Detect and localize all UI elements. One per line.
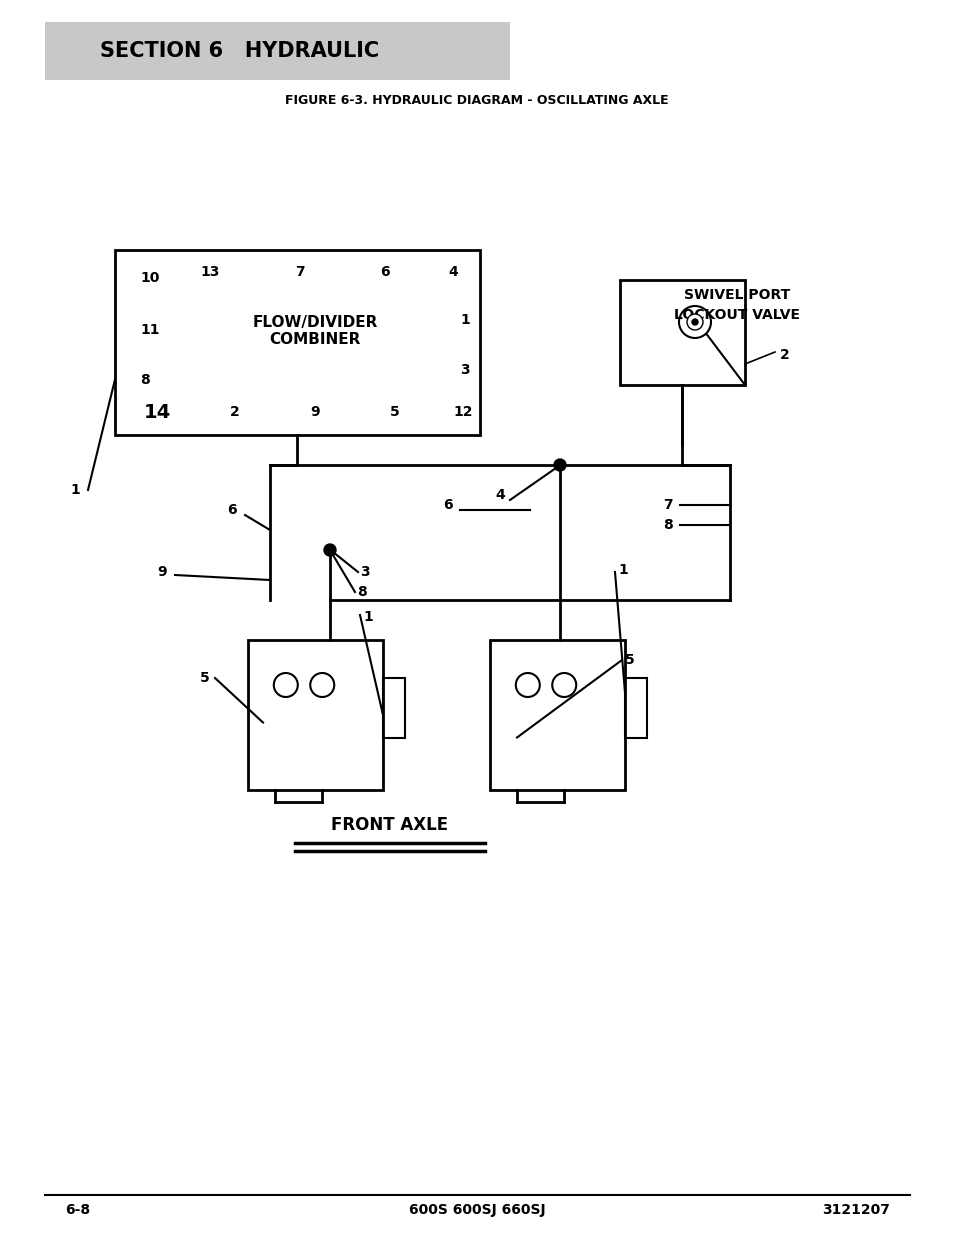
Text: 1: 1 (363, 610, 373, 624)
Text: COMBINER: COMBINER (269, 332, 360, 347)
Text: 8: 8 (356, 585, 367, 599)
Bar (45, 22, 510, 80)
Text: SECTION 6   HYDRAULIC: SECTION 6 HYDRAULIC (100, 41, 378, 61)
Text: FRONT AXLE: FRONT AXLE (331, 816, 448, 834)
Text: 8: 8 (662, 517, 672, 532)
Text: 1: 1 (71, 483, 80, 496)
Bar (624, 678, 646, 737)
Circle shape (691, 319, 698, 325)
Text: 9: 9 (310, 405, 319, 419)
Text: FIGURE 6-3. HYDRAULIC DIAGRAM - OSCILLATING AXLE: FIGURE 6-3. HYDRAULIC DIAGRAM - OSCILLAT… (285, 94, 668, 106)
Text: 2: 2 (230, 405, 239, 419)
Circle shape (324, 543, 335, 556)
Circle shape (686, 314, 702, 330)
Text: 9: 9 (157, 564, 167, 579)
Text: 600S 600SJ 660SJ: 600S 600SJ 660SJ (408, 1203, 545, 1216)
Text: 6: 6 (380, 266, 390, 279)
Text: 3: 3 (360, 564, 370, 579)
Text: 2: 2 (780, 348, 789, 362)
Text: 6-8: 6-8 (65, 1203, 90, 1216)
Text: 10: 10 (140, 270, 159, 285)
Text: 1: 1 (618, 563, 627, 577)
Circle shape (274, 673, 297, 697)
Text: 4: 4 (495, 488, 504, 501)
Text: 3: 3 (459, 363, 469, 377)
Text: 5: 5 (390, 405, 399, 419)
Text: 6: 6 (443, 498, 453, 513)
Text: SWIVEL PORT: SWIVEL PORT (683, 288, 790, 303)
Text: LOCKOUT VALVE: LOCKOUT VALVE (674, 308, 800, 322)
Circle shape (552, 673, 576, 697)
Bar (490, 640, 624, 790)
Text: 3121207: 3121207 (821, 1203, 889, 1216)
Text: 14: 14 (143, 403, 171, 421)
Text: 4: 4 (448, 266, 457, 279)
Text: 5: 5 (200, 671, 210, 685)
Circle shape (310, 673, 334, 697)
Bar (382, 678, 405, 737)
Text: 1: 1 (459, 312, 470, 327)
Text: 7: 7 (294, 266, 305, 279)
Text: 8: 8 (140, 373, 150, 387)
Text: 5: 5 (624, 653, 634, 667)
Bar (115, 249, 479, 435)
Text: 13: 13 (200, 266, 219, 279)
Text: 12: 12 (453, 405, 473, 419)
Text: 7: 7 (662, 498, 672, 513)
Bar (619, 280, 744, 385)
Bar (248, 640, 382, 790)
Text: 6: 6 (227, 503, 236, 517)
Text: FLOW/DIVIDER: FLOW/DIVIDER (252, 315, 377, 330)
Text: 11: 11 (140, 324, 159, 337)
Circle shape (679, 306, 710, 338)
Circle shape (554, 459, 565, 471)
Circle shape (516, 673, 539, 697)
